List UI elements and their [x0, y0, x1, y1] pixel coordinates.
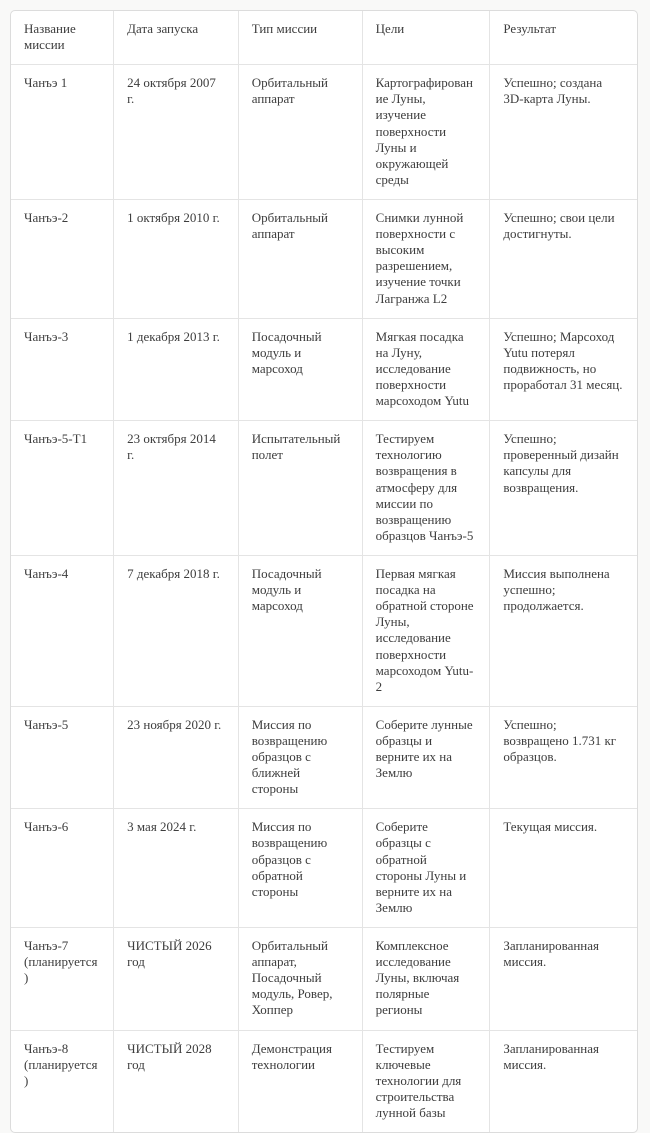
table-cell-mission: Чанъэ-7 (планируется)	[11, 927, 114, 1031]
missions-table-container: Название миссии Дата запуска Тип миссии Цел…	[10, 10, 638, 1133]
table-cell-goals: Тестируем технологию возвращения в атмос…	[361, 420, 490, 556]
table-row: Чанъэ-5 23 ноября 2020 г. Миссия по возвра…	[11, 705, 637, 809]
table-cell-mission_type: Демонстрация технологии	[237, 1029, 363, 1133]
table-row: Чанъэ-3 1 декабря 2013 г. Посадочный модул…	[11, 317, 637, 421]
table-cell-result: Текущая миссия.	[489, 808, 637, 928]
table-row: Чанъэ-5-T1 23 октября 2014 г. Испытательны…	[11, 420, 637, 556]
table-cell-mission_type: Миссия по возвращению образцов с ближней…	[237, 705, 363, 809]
table-cell-mission: Чанъэ-5	[11, 705, 114, 809]
column-header: Название миссии	[24, 21, 76, 53]
table-cell-result: Успешно; Марсоход Yutu потерял подвижнос…	[489, 317, 637, 421]
table-cell-launch_date: 23 октября 2014 г.	[113, 420, 239, 556]
table-cell-goals: Картографирование Луны, изучение поверхн…	[361, 64, 490, 200]
table-cell-mission_type: Орбитальный аппарат, Посадочный модуль, …	[237, 927, 363, 1031]
table-row: Чанъэ-4 7 декабря 2018 г. Посадочный модул…	[11, 554, 637, 707]
header-row: Название миссии Дата запуска Тип миссии Цел…	[11, 11, 637, 65]
table-cell-mission: Чанъэ-3	[11, 317, 114, 421]
table-cell-mission: Чанъэ-2	[11, 198, 114, 319]
table-cell-launch_date: 3 мая 2024 г.	[113, 808, 239, 928]
table-cell-launch_date: 1 октября 2010 г.	[113, 198, 239, 319]
column-header: Цели	[361, 11, 490, 65]
table-cell-result: Успешно; свои цели достигнуты.	[489, 198, 637, 319]
table-row: Чанъэ-6 3 мая 2024 г. Миссия по возвращени…	[11, 808, 637, 928]
column-header: Результат	[489, 11, 637, 65]
table-row: Чанъэ 1 24 октября 2007 г. Орбитальный апп…	[11, 64, 637, 200]
table-cell-launch_date: 7 декабря 2018 г.	[113, 554, 239, 707]
table-cell-goals: Тестируем ключевые технологии для строит…	[361, 1029, 490, 1133]
column-header: Дата запуска	[113, 11, 239, 65]
table-cell-mission_type: Орбитальный аппарат	[237, 198, 363, 319]
missions-table: Название миссии Дата запуска Тип миссии Цел…	[11, 11, 637, 1133]
table-cell-mission_type: Испытательный полет	[237, 420, 363, 556]
table-row: Чанъэ-2 1 октября 2010 г. Орбитальный аппа…	[11, 198, 637, 319]
table-cell-result: Запланированная миссия.	[489, 927, 637, 1031]
column-header: Тип миссии	[237, 11, 363, 65]
table-cell-launch_date: 1 декабря 2013 г.	[113, 317, 239, 421]
table-cell-mission_type: Орбитальный аппарат	[237, 64, 363, 200]
table-cell-goals: Мягкая посадка на Луну, исследование пов…	[361, 317, 490, 421]
table-cell-result: Успешно; создана 3D-карта Луны.	[489, 64, 637, 200]
table-cell-mission: Чанъэ-6	[11, 808, 114, 928]
table-cell-mission_type: Посадочный модуль и марсоход	[237, 317, 363, 421]
table-row: Чанъэ-7 (планируется) ЧИСТЫЙ 2026 год Орби…	[11, 927, 637, 1031]
table-cell-mission_type: Миссия по возвращению образцов с обратно…	[237, 808, 363, 928]
table-row: Чанъэ-8 (планируется) ЧИСТЫЙ 2028 год Демо…	[11, 1029, 637, 1133]
table-cell-launch_date: ЧИСТЫЙ 2026 год	[113, 927, 239, 1031]
table-cell-mission_type: Посадочный модуль и марсоход	[237, 554, 363, 707]
table-cell-goals: Соберите лунные образцы и верните их на …	[361, 705, 490, 809]
table-cell-result: Успешно; возвращено 1.731 кг образцов.	[489, 705, 637, 809]
table-cell-goals: Первая мягкая посадка на обратной сторон…	[361, 554, 490, 707]
table-body: Чанъэ 1 24 октября 2007 г. Орбитальный апп…	[11, 64, 637, 1133]
table-cell-result: Миссия выполнена успешно; продолжается.	[489, 554, 637, 707]
table-cell-launch_date: 23 ноября 2020 г.	[113, 705, 239, 809]
table-cell-mission: Чанъэ 1	[11, 64, 114, 200]
table-cell-mission: Чанъэ-8 (планируется)	[11, 1029, 114, 1133]
table-cell-launch_date: ЧИСТЫЙ 2028 год	[113, 1029, 239, 1133]
table-cell-launch_date: 24 октября 2007 г.	[113, 64, 239, 200]
table-cell-goals: Снимки лунной поверхности с высоким разр…	[361, 198, 490, 319]
table-cell-mission: Чанъэ-4	[11, 554, 114, 707]
table-cell-goals: Соберите образцы с обратной стороны Луны…	[361, 808, 490, 928]
table-cell-result: Запланированная миссия.	[489, 1029, 637, 1133]
table-cell-result: Успешно; проверенный дизайн капсулы для …	[489, 420, 637, 556]
table-cell-goals: Комплексное исследование Луны, включая п…	[361, 927, 490, 1031]
table-cell-mission: Чанъэ-5-T1	[11, 420, 114, 556]
